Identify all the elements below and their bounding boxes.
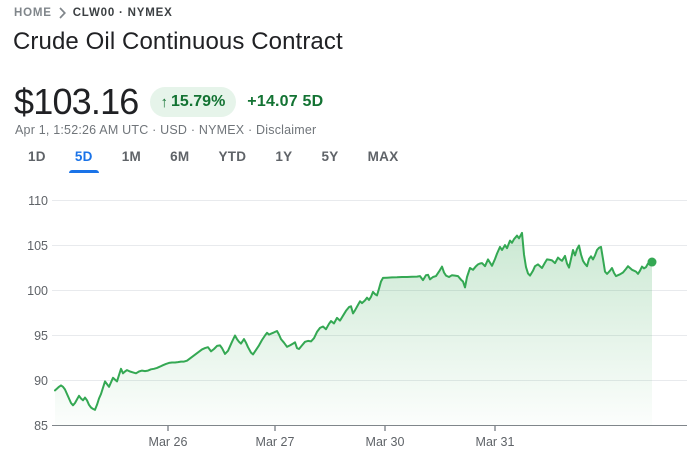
arrow-up-icon: ↑ <box>160 93 169 111</box>
tab-5d[interactable]: 5D <box>68 149 99 173</box>
change-percent-badge: ↑ 15.79% <box>149 87 237 117</box>
breadcrumb-home-link[interactable]: HOME <box>14 7 52 19</box>
tab-1m[interactable]: 1M <box>116 149 147 173</box>
tab-label: 1D <box>28 149 46 164</box>
change-percent-value: 15.79% <box>171 93 226 110</box>
x-axis-label: Mar 26 <box>149 435 188 449</box>
tab-6m[interactable]: 6M <box>164 149 195 173</box>
tab-label: 6M <box>170 149 190 164</box>
y-axis-label: 90 <box>34 374 48 388</box>
y-axis-label: 85 <box>34 419 48 433</box>
breadcrumb-symbol: CLW00 · NYMEX <box>72 7 173 19</box>
quote-timestamp: Apr 1, 1:52:26 AM UTC <box>15 123 149 137</box>
tab-label: 1Y <box>275 149 293 164</box>
quote-meta: Apr 1, 1:52:26 AM UTC · USD · NYMEX · Di… <box>15 123 316 137</box>
tab-1d[interactable]: 1D <box>22 149 52 173</box>
price-line <box>54 231 653 411</box>
tab-ytd[interactable]: YTD <box>212 149 252 173</box>
y-axis-label: 110 <box>28 194 48 208</box>
price-chart[interactable]: 110 105 100 95 90 85 Mar 26 Mar 27 Mar 30 Mar 31 <box>0 185 687 458</box>
meta-separator: · <box>187 123 199 137</box>
y-axis-label: 100 <box>27 284 48 298</box>
change-absolute: +14.07 5D <box>247 93 324 110</box>
tab-label: YTD <box>218 149 247 164</box>
quote-row: $103.16 ↑ 15.79% +14.07 5D <box>14 81 323 123</box>
tab-label: 1M <box>121 149 142 164</box>
meta-separator: · <box>244 123 257 137</box>
tab-label: 5Y <box>321 149 339 164</box>
x-axis-label: Mar 31 <box>476 435 515 449</box>
x-axis-label: Mar 27 <box>256 435 295 449</box>
quote-currency: USD <box>160 123 188 137</box>
time-range-tabs: 1D 5D 1M 6M YTD 1Y 5Y MAX <box>22 149 405 173</box>
chevron-right-icon <box>59 7 66 19</box>
tab-max[interactable]: MAX <box>362 149 405 173</box>
tab-5y[interactable]: 5Y <box>315 149 344 173</box>
meta-separator: · <box>148 123 161 137</box>
tab-label: MAX <box>367 149 399 164</box>
x-axis-label: Mar 30 <box>366 435 405 449</box>
price-chart-svg[interactable]: 110 105 100 95 90 85 Mar 26 Mar 27 Mar 30 Mar 31 <box>0 185 687 458</box>
disclaimer-link[interactable]: Disclaimer <box>256 123 317 137</box>
tab-1y[interactable]: 1Y <box>269 149 298 173</box>
y-axis-label: 95 <box>34 329 48 343</box>
area-fill <box>55 232 652 426</box>
current-price: $103.16 <box>14 81 139 122</box>
current-price-dot <box>647 257 657 267</box>
active-tab-underline <box>68 169 99 173</box>
quote-exchange: NYMEX <box>198 123 245 137</box>
page-title: Crude Oil Continuous Contract <box>13 28 343 55</box>
y-axis-label: 105 <box>27 239 48 253</box>
breadcrumb: HOME CLW00 · NYMEX <box>14 7 173 19</box>
tab-label: 5D <box>74 149 93 164</box>
